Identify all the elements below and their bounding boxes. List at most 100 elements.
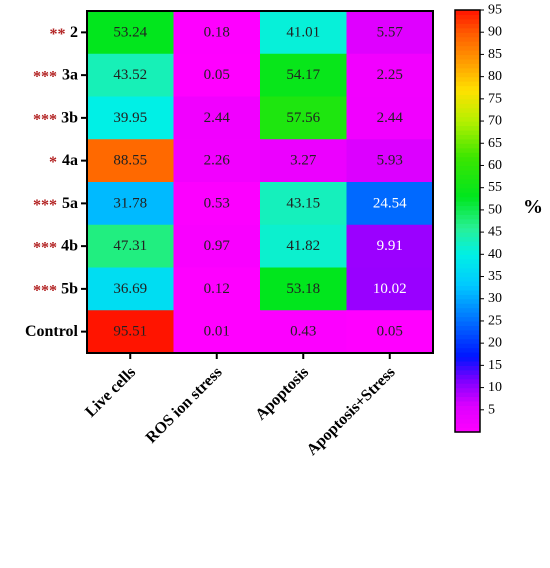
heatmap-cell: [260, 96, 347, 140]
heatmap-cell: [87, 53, 174, 97]
cell-value-label: 43.15: [286, 195, 320, 211]
heatmap-cell: [173, 224, 261, 268]
colorbar-segment: [455, 352, 480, 358]
row-label: 5a: [62, 195, 78, 212]
heatmap-cell: [173, 53, 261, 97]
row-label: 3b: [61, 109, 78, 126]
colorbar-tick-label: 75: [488, 91, 502, 106]
heatmap-cell: [346, 224, 434, 268]
colorbar-segment: [455, 396, 480, 402]
colorbar-segment: [455, 152, 480, 158]
heatmap-cell: [87, 182, 174, 226]
colorbar-segment: [455, 58, 480, 64]
colorbar-segment: [455, 240, 480, 247]
colorbar-segment: [455, 183, 480, 189]
colorbar-segment: [455, 116, 480, 122]
colorbar-segment: [455, 312, 480, 318]
colorbar-segment: [455, 383, 480, 389]
colorbar-tick-label: 15: [488, 358, 502, 373]
heatmap-cell: [260, 11, 347, 55]
heatmap-cell: [346, 310, 434, 354]
cell-value-label: 0.12: [204, 281, 230, 297]
colorbar-segment: [455, 258, 480, 264]
significance-stars: ***: [33, 240, 57, 257]
colorbar-segment: [455, 334, 480, 340]
colorbar-segment: [455, 405, 480, 411]
heatmap-cell: [173, 310, 261, 354]
significance-stars: ***: [33, 282, 57, 299]
significance-stars: *: [49, 154, 57, 171]
cell-value-label: 5.93: [377, 153, 403, 169]
column-label: ROS ion stress: [143, 364, 226, 447]
colorbar-segment: [455, 263, 480, 269]
cell-value-label: 9.91: [377, 238, 403, 254]
colorbar-segment: [455, 196, 480, 202]
colorbar-segment: [455, 23, 480, 29]
significance-stars: ***: [33, 197, 57, 214]
colorbar-segment: [455, 98, 480, 104]
colorbar-tick-label: 45: [488, 225, 502, 240]
cell-value-label: 24.54: [373, 195, 407, 211]
colorbar-segment: [455, 209, 480, 215]
colorbar-segment: [455, 36, 480, 42]
heatmap-cell: [346, 53, 434, 97]
significance-stars: ***: [33, 69, 57, 86]
colorbar-tick-label: 5: [488, 402, 495, 417]
cell-value-label: 2.26: [204, 153, 231, 169]
heatmap-cell: [173, 139, 261, 183]
colorbar-segment: [455, 227, 480, 233]
colorbar-segment: [455, 103, 480, 109]
heatmap-cell: [173, 11, 261, 55]
cell-value-label: 0.43: [290, 324, 316, 340]
colorbar-segment: [455, 138, 480, 144]
heatmap-cell: [173, 267, 261, 311]
colorbar-segment: [455, 174, 480, 180]
colorbar-segment: [455, 223, 480, 229]
colorbar-segment: [455, 218, 480, 224]
colorbar-segment: [455, 72, 480, 78]
cell-value-label: 10.02: [373, 281, 407, 297]
colorbar-segment: [455, 232, 480, 238]
heatmap-cell: [346, 267, 434, 311]
heatmap-cell: [87, 96, 174, 140]
cell-value-label: 95.51: [113, 324, 147, 340]
heatmap-cell: [260, 267, 347, 311]
colorbar-segment: [455, 369, 480, 375]
colorbar-segment: [455, 129, 480, 135]
row-label: Control: [25, 323, 79, 340]
colorbar-tick-label: 80: [488, 69, 502, 84]
colorbar-segment: [455, 161, 480, 167]
heatmap-cell: [173, 96, 261, 140]
colorbar-tick-label: 70: [488, 114, 502, 129]
column-label: Apoptosis: [252, 364, 312, 424]
colorbar-segment: [455, 178, 480, 184]
heatmap-cell: [260, 224, 347, 268]
cell-value-label: 2.25: [377, 67, 403, 83]
heatmap-cells: [87, 11, 434, 354]
colorbar-segment: [455, 325, 480, 331]
colorbar-segment: [455, 94, 480, 100]
colorbar-segment: [455, 285, 480, 291]
colorbar-segment: [455, 316, 480, 322]
colorbar-segment: [455, 356, 480, 362]
cell-value-label: 2.44: [377, 110, 404, 126]
colorbar-segment: [455, 329, 480, 335]
heatmap-cell: [260, 53, 347, 97]
heatmap-cell: [87, 224, 174, 268]
cell-value-label: 41.82: [286, 238, 320, 254]
row-label: 4b: [61, 238, 78, 255]
heatmap-cell: [87, 310, 174, 354]
heatmap-cell: [346, 182, 434, 226]
cell-value-label: 57.56: [286, 110, 320, 126]
colorbar-segment: [455, 214, 480, 220]
heatmap-cell: [260, 182, 347, 226]
cell-value-label: 0.05: [377, 324, 403, 340]
heatmap-cell: [173, 182, 261, 226]
colorbar-tick-label: 35: [488, 269, 502, 284]
colorbar-segment: [455, 32, 480, 38]
colorbar-segment: [455, 41, 480, 47]
colorbar-segment: [455, 347, 480, 353]
colorbar-segment: [455, 169, 480, 175]
colorbar-segment: [455, 294, 480, 300]
heatmap-cell: [87, 267, 174, 311]
